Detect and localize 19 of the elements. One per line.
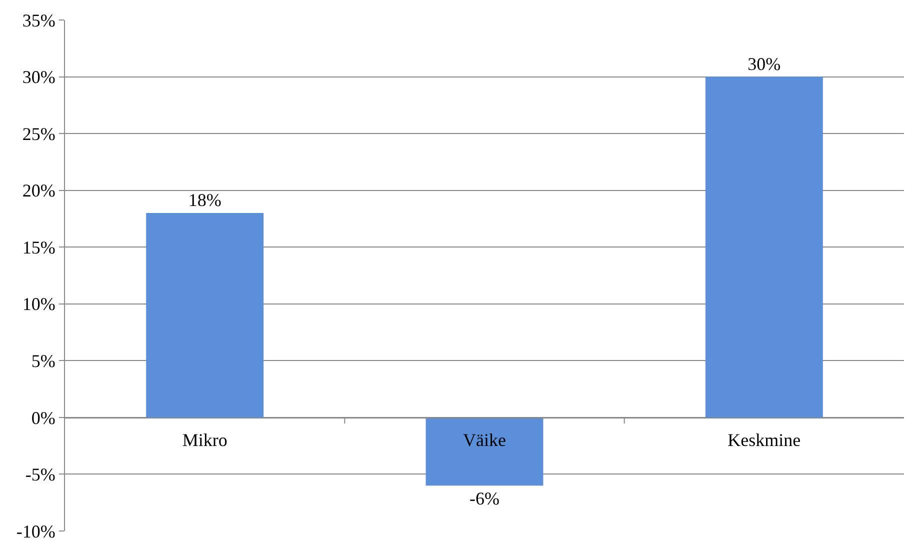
bar bbox=[705, 76, 823, 418]
x-tick-label: Keskmine bbox=[728, 430, 801, 450]
y-tick-label: 25% bbox=[22, 124, 56, 144]
y-tick-label: 5% bbox=[31, 350, 56, 371]
data-label: -6% bbox=[470, 488, 500, 509]
y-tick-label: 35% bbox=[22, 10, 56, 30]
bar bbox=[146, 213, 264, 418]
data-label: 30% bbox=[748, 54, 781, 74]
y-tick-label: 20% bbox=[22, 180, 56, 201]
x-tick-label: Väike bbox=[463, 430, 506, 450]
x-tick-label: Mikro bbox=[182, 430, 228, 450]
y-tick-label: 10% bbox=[22, 294, 56, 314]
y-tick-label: 30% bbox=[22, 67, 56, 88]
y-tick-label: -5% bbox=[25, 464, 56, 485]
data-label: 18% bbox=[188, 190, 222, 210]
y-tick-label: -10% bbox=[16, 521, 56, 542]
y-tick-label: 0% bbox=[31, 408, 56, 428]
y-tick-label: 15% bbox=[22, 237, 56, 258]
bar bbox=[426, 417, 544, 486]
